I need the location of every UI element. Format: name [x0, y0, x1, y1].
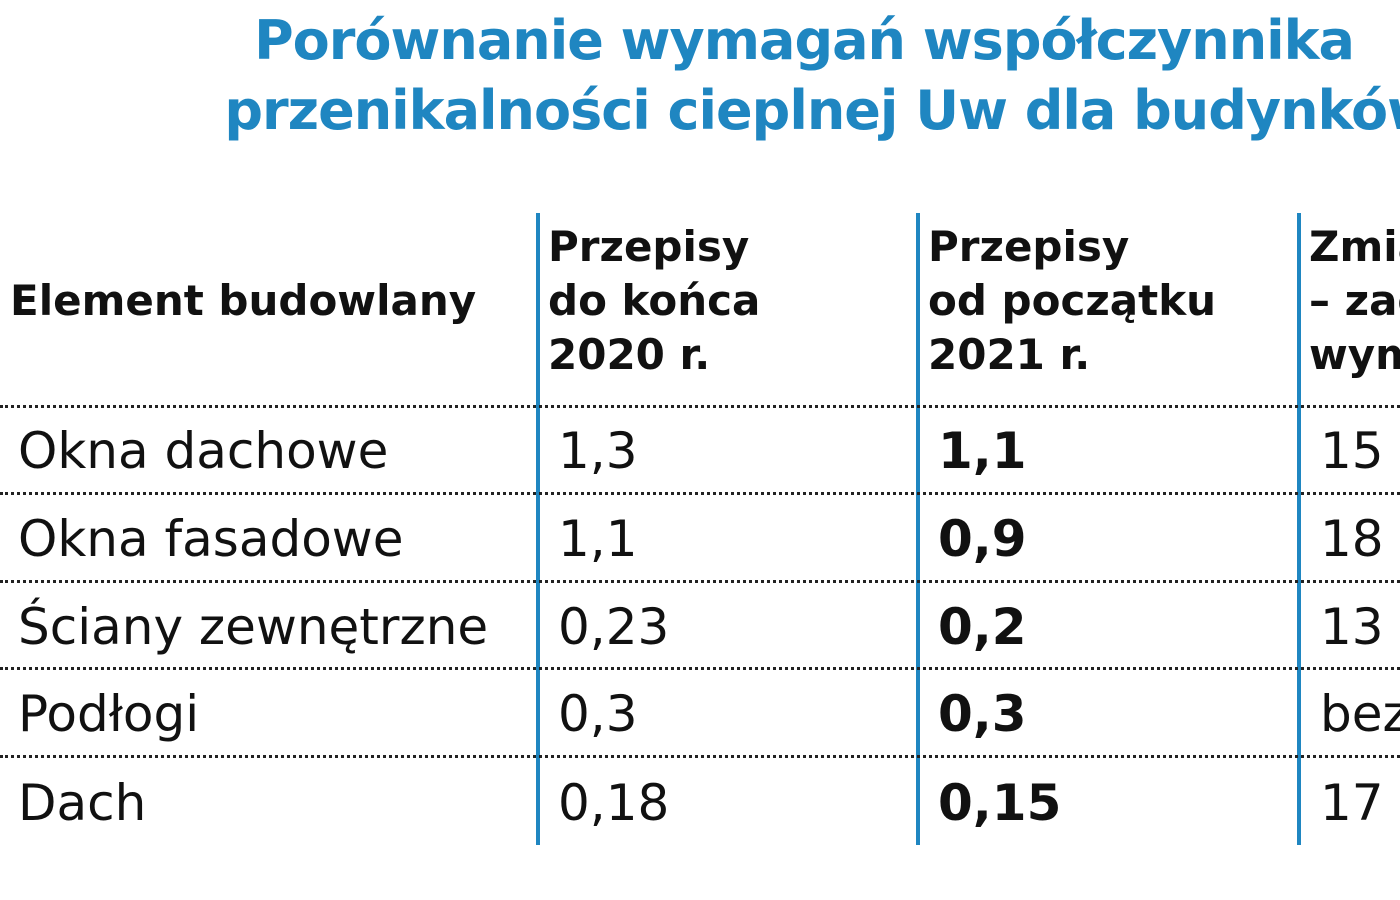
title-line-1: Porównanie wymagań współczynnika	[254, 9, 1355, 72]
cell-new-value: 0,15	[938, 774, 1062, 832]
header-new-regulations: Przepisy od początku 2021 r.	[928, 220, 1292, 382]
header-change-line-1: Zmiana	[1309, 222, 1400, 271]
cell-change: 15 proc.	[1320, 422, 1400, 480]
row-divider	[0, 667, 1400, 670]
title-line-2: przenikalności cieplnej Uw dla budynków	[224, 79, 1400, 142]
cell-old-value: 0,18	[558, 774, 670, 832]
cell-element: Dach	[18, 774, 147, 832]
cell-change: 18 proc.	[1320, 510, 1400, 568]
cell-new-value: 1,1	[938, 422, 1027, 480]
cell-old-value: 0,23	[558, 598, 670, 656]
cell-new-value: 0,2	[938, 598, 1027, 656]
header-old-line-1: Przepisy	[548, 222, 750, 271]
header-old-line-2: do końca	[548, 276, 761, 325]
column-separator-1	[536, 213, 540, 845]
row-divider	[0, 755, 1400, 758]
column-separator-2	[916, 213, 920, 845]
column-separator-3	[1297, 213, 1301, 845]
row-divider	[0, 580, 1400, 583]
infographic-title: Porównanie wymagań współczynnika przenik…	[0, 6, 1400, 146]
cell-old-value: 0,3	[558, 685, 638, 743]
cell-change: 13 proc.	[1320, 598, 1400, 656]
header-change: Zmiana – zaostrzenie wymagań	[1309, 220, 1400, 382]
header-new-line-3: 2021 r.	[928, 330, 1091, 379]
cell-element: Okna dachowe	[18, 422, 389, 480]
cell-new-value: 0,3	[938, 685, 1027, 743]
header-old-regulations: Przepisy do końca 2020 r.	[548, 220, 910, 382]
cell-element: Ściany zewnętrzne	[18, 598, 489, 656]
cell-element: Podłogi	[18, 685, 200, 743]
row-divider	[0, 492, 1400, 495]
cell-change: bez zmian	[1320, 685, 1400, 743]
header-change-line-3: wymagań	[1309, 330, 1400, 379]
header-new-line-1: Przepisy	[928, 222, 1130, 271]
row-divider	[0, 405, 1400, 408]
cell-old-value: 1,1	[558, 510, 638, 568]
cell-change: 17 proc.	[1320, 774, 1400, 832]
cell-new-value: 0,9	[938, 510, 1027, 568]
header-change-line-2: – zaostrzenie	[1309, 276, 1400, 325]
cell-old-value: 1,3	[558, 422, 638, 480]
header-new-line-2: od początku	[928, 276, 1217, 325]
header-element: Element budowlany	[10, 276, 477, 325]
cell-element: Okna fasadowe	[18, 510, 404, 568]
header-old-line-3: 2020 r.	[548, 330, 711, 379]
